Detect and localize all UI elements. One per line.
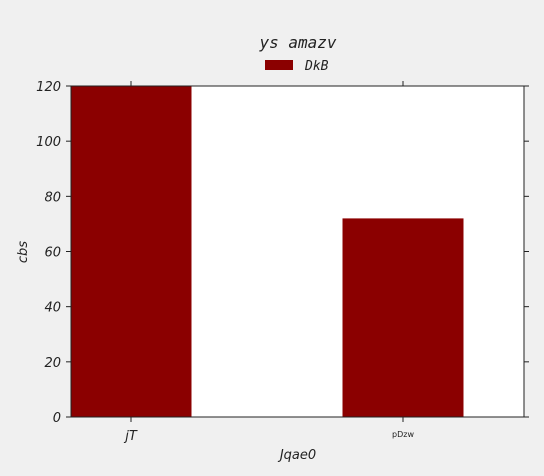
x-axis: jT pDzw: [123, 81, 414, 444]
y-tick-label: 40: [44, 301, 61, 316]
x-tick-label: jT: [123, 429, 138, 444]
y-tick-label: 20: [44, 356, 61, 371]
bar-jt: [70, 86, 192, 417]
legend-label: DkB: [304, 59, 329, 74]
y-tick-label: 80: [44, 190, 61, 205]
y-tick-label: 120: [36, 80, 61, 95]
x-axis-label: Jqae0: [277, 448, 316, 463]
bar-pdzw: [342, 218, 464, 417]
y-axis-label: cbs: [16, 241, 31, 263]
chart-title: ys amazv: [258, 33, 336, 52]
y-axis: 0 20 40 60 80 100 120: [36, 80, 529, 426]
x-tick-label: pDzw: [392, 430, 414, 439]
bars: [70, 86, 464, 417]
y-tick-label: 0: [53, 411, 61, 426]
y-tick-label: 60: [44, 246, 61, 261]
legend-swatch: [265, 60, 293, 70]
legend: DkB: [265, 59, 329, 74]
y-tick-label: 100: [36, 135, 61, 150]
